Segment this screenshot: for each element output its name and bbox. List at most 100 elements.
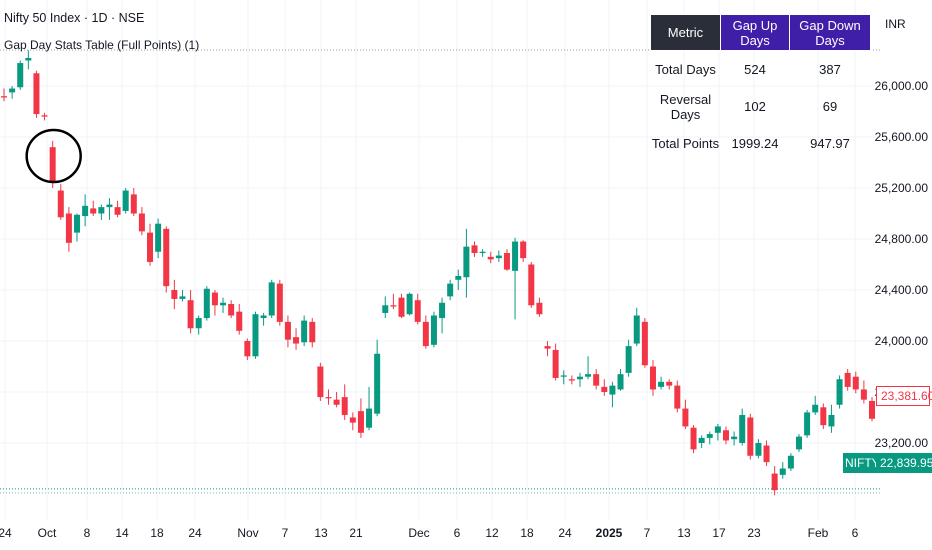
candle-body (536, 302, 543, 315)
x-tick-label: 13 (677, 526, 691, 540)
metric-cell: Total Days (655, 62, 716, 77)
candle-body (439, 302, 446, 319)
candle-body (252, 314, 259, 357)
candle-body (755, 443, 762, 456)
candle-body (65, 213, 72, 243)
candle-body (236, 311, 243, 331)
x-tick-label: 18 (520, 526, 534, 540)
candle-body (828, 414, 835, 427)
stats-header-row: Metric Gap Up Days Gap Down Days (650, 14, 871, 51)
gap-up-cell: 1999.24 (731, 136, 779, 151)
x-tick-label: 13 (314, 526, 328, 540)
candle-body (820, 407, 827, 426)
candle-body (147, 232, 154, 262)
candle-body (33, 73, 40, 115)
candle-body (544, 346, 551, 349)
x-tick-label: 8 (84, 526, 91, 540)
candle-body (49, 147, 56, 182)
x-tick-label: 17 (712, 526, 726, 540)
candle-body (390, 305, 397, 307)
candle-body (455, 275, 462, 280)
candle-body (698, 437, 705, 443)
candle-body (398, 297, 405, 317)
candle-body (739, 414, 746, 443)
candle-body (74, 214, 81, 233)
candle-body (382, 305, 389, 313)
candle-body (576, 376, 583, 380)
y-tick-label: 25,600.00 (875, 130, 929, 144)
candle-body (220, 302, 227, 306)
metric-cell: Total Points (651, 136, 720, 151)
candle-body (203, 288, 210, 319)
y-tick-label: 23,200.00 (875, 436, 929, 450)
x-tick-label: Feb (808, 526, 829, 540)
y-tick-label: 24,000.00 (875, 334, 929, 348)
candle-body (228, 304, 235, 316)
candle-body (211, 292, 218, 306)
candle-body (187, 300, 194, 329)
candle-body (617, 374, 624, 390)
candle-body (487, 256, 494, 260)
x-tick-label: 7 (644, 526, 651, 540)
x-tick-label: 18 (150, 526, 164, 540)
candle-body (641, 321, 648, 366)
currency-label[interactable]: INR (885, 17, 906, 31)
candle-body (138, 213, 145, 232)
candle-body (658, 381, 665, 387)
candle-body (682, 408, 689, 427)
y-tick-label: 24,400.00 (875, 283, 929, 297)
x-tick-label: 7 (282, 526, 289, 540)
candle-body (179, 296, 186, 299)
candle-body (447, 283, 454, 297)
candle-body (722, 430, 729, 441)
candle-body (98, 207, 105, 214)
indicator-label: Gap Day Stats Table (Full Points) (1) (4, 38, 200, 52)
candle-body (812, 404, 819, 413)
x-tick-label: 24 (188, 526, 202, 540)
candle-body (9, 88, 16, 93)
candle-body (747, 417, 754, 456)
candle-body (795, 436, 802, 450)
candle-body (593, 374, 600, 386)
x-tick-label: 24 (558, 526, 572, 540)
candle-body (706, 434, 713, 438)
candle-body (244, 341, 251, 357)
candle-body (463, 246, 470, 278)
candle-body (503, 253, 510, 270)
x-tick-label: 6 (454, 526, 461, 540)
candle-body (422, 321, 429, 347)
candle-body (90, 208, 97, 214)
candle-body (714, 426, 721, 433)
candle-body (114, 207, 121, 215)
candle-body (1, 96, 7, 98)
candle-body (325, 397, 332, 399)
candle-body (869, 400, 875, 419)
y-tick-label: 25,200.00 (875, 181, 929, 195)
stats-row: Total Days 524 387 (651, 51, 871, 89)
candle-body (479, 251, 486, 254)
y-tick-label: 24,800.00 (875, 232, 929, 246)
candle-body (625, 346, 632, 373)
gap-stats-table: Metric Gap Up Days Gap Down Days Total D… (650, 14, 871, 162)
candle-body (293, 337, 300, 344)
candle-body (276, 283, 283, 322)
candle-body (731, 436, 738, 440)
x-tick-label: Nov (237, 526, 258, 540)
candle-body (155, 223, 162, 252)
gap-down-cell: 387 (819, 62, 841, 77)
candle-body (130, 194, 137, 214)
symbol-title: Nifty 50 Index · 1D · NSE (4, 11, 145, 25)
x-tick-label: 23 (747, 526, 761, 540)
candle-body (804, 412, 811, 436)
candle-body (341, 397, 348, 415)
candle-body (260, 315, 267, 319)
candle-body (406, 293, 413, 315)
candle-body (284, 321, 291, 340)
candle-body (317, 366, 324, 398)
candle-body (25, 57, 32, 61)
current-price-tag: 23,381.60 (876, 386, 932, 406)
gap-up-cell: 524 (744, 62, 766, 77)
x-tick-label: 2025 (596, 526, 623, 540)
candle-body (528, 264, 535, 306)
